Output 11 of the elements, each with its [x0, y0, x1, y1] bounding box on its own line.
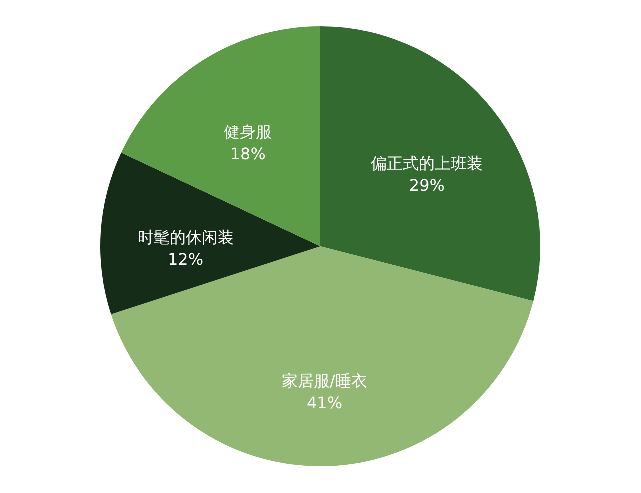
slice-label: 时髦的休闲装: [138, 228, 234, 248]
slice-label: 健身服: [224, 122, 272, 142]
data-label: 29%: [409, 176, 445, 195]
pie-slice: [121, 26, 320, 246]
data-label: 12%: [168, 250, 204, 270]
pie-slice: [320, 26, 540, 302]
data-label: 41%: [306, 393, 343, 412]
slice-label: 家居服/睡衣: [282, 371, 368, 390]
data-label: 18%: [230, 144, 266, 164]
pie-slice: [111, 246, 534, 466]
slice-label: 偏正式的上班装: [371, 154, 484, 173]
